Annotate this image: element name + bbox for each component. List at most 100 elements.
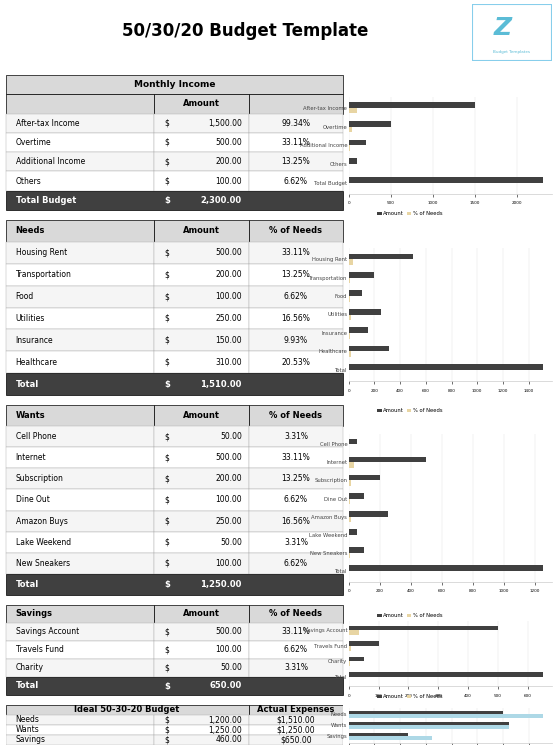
Text: 33.11%: 33.11% (282, 453, 310, 463)
Bar (349, 333, 350, 338)
Text: $: $ (164, 358, 169, 367)
Bar (154, 113, 249, 133)
Bar (154, 532, 249, 553)
Text: 20.53%: 20.53% (281, 358, 310, 367)
Text: Needs: Needs (16, 226, 45, 235)
Legend: Amount, % of Needs: Amount, % of Needs (376, 209, 444, 218)
Bar (154, 351, 249, 373)
Bar (349, 714, 543, 718)
Text: 100.00: 100.00 (215, 645, 242, 655)
Bar (154, 725, 249, 735)
Bar (154, 329, 249, 351)
Bar (349, 121, 391, 127)
Text: Budget Templates: Budget Templates (493, 51, 531, 54)
Bar (6, 510, 154, 532)
Text: $: $ (164, 715, 169, 724)
Bar (154, 405, 249, 426)
Bar (249, 725, 343, 735)
Bar (349, 309, 381, 314)
Text: 200.00: 200.00 (215, 270, 242, 279)
Text: Wants: Wants (16, 411, 45, 420)
Bar (154, 510, 249, 532)
Text: Travels Fund: Travels Fund (16, 645, 64, 655)
Bar (6, 659, 154, 677)
Text: Actual Expenses: Actual Expenses (257, 706, 335, 714)
Bar (349, 516, 352, 522)
Bar (6, 405, 154, 426)
Bar (154, 133, 249, 152)
Bar (349, 565, 543, 571)
Text: $: $ (164, 379, 170, 389)
Bar (349, 711, 503, 714)
Bar (249, 405, 343, 426)
Text: 6.62%: 6.62% (284, 559, 308, 568)
Bar (6, 152, 154, 171)
Bar (6, 171, 154, 191)
Text: 200.00: 200.00 (215, 157, 242, 166)
Bar (154, 95, 249, 113)
Text: Ideal 50-30-20 Budget: Ideal 50-30-20 Budget (74, 706, 180, 714)
Text: New Sneakers: New Sneakers (16, 559, 70, 568)
Bar (154, 426, 249, 447)
Text: 500.00: 500.00 (215, 248, 242, 257)
Text: Total: Total (16, 682, 39, 691)
Bar (249, 469, 343, 489)
Bar (349, 662, 350, 666)
Bar (249, 735, 343, 745)
Text: 1,250.00: 1,250.00 (200, 580, 242, 589)
Bar (349, 553, 350, 558)
Text: Internet: Internet (16, 453, 46, 463)
Text: $: $ (164, 196, 170, 205)
Text: $650.00: $650.00 (280, 735, 312, 744)
Bar (6, 426, 154, 447)
Text: 33.11%: 33.11% (282, 248, 310, 257)
Bar (6, 351, 154, 373)
Bar (154, 152, 249, 171)
Bar (349, 722, 509, 726)
Bar (349, 733, 408, 736)
Text: Subscription: Subscription (16, 475, 64, 484)
Bar (6, 220, 154, 242)
Text: Monthly Income: Monthly Income (133, 80, 215, 89)
Text: $: $ (164, 270, 169, 279)
Text: 9.93%: 9.93% (284, 336, 308, 345)
Text: 1,500.00: 1,500.00 (208, 118, 242, 127)
Bar (349, 656, 364, 662)
Text: 50.00: 50.00 (220, 664, 242, 673)
Bar (349, 278, 350, 283)
Text: $: $ (164, 118, 169, 127)
Bar (154, 735, 249, 745)
Bar (349, 108, 357, 113)
Legend: Amount, % of Needs: Amount, % of Needs (376, 612, 444, 621)
Bar (349, 548, 364, 553)
Bar (6, 242, 154, 264)
Bar (249, 447, 343, 469)
Text: $: $ (164, 726, 169, 735)
Bar (249, 171, 343, 191)
Bar (349, 463, 354, 468)
Text: 1,250.00: 1,250.00 (208, 726, 242, 735)
Text: Overtime: Overtime (16, 138, 51, 147)
Bar (6, 641, 154, 659)
Bar (6, 133, 154, 152)
Bar (249, 641, 343, 659)
Text: Additional Income: Additional Income (16, 157, 85, 166)
Text: Savings Account: Savings Account (16, 627, 79, 636)
Bar (249, 659, 343, 677)
Bar (349, 145, 350, 150)
Text: Needs: Needs (16, 715, 40, 724)
Bar (154, 242, 249, 264)
Bar (249, 133, 343, 152)
Bar (349, 139, 365, 145)
Bar (249, 705, 343, 715)
Bar (249, 715, 343, 725)
Text: $: $ (164, 157, 169, 166)
Bar (349, 481, 351, 486)
Bar (349, 272, 374, 278)
Text: Charity: Charity (16, 664, 44, 673)
Text: Amount: Amount (183, 411, 220, 420)
Text: 650.00: 650.00 (210, 682, 242, 691)
Bar (249, 510, 343, 532)
Bar (349, 352, 352, 357)
Text: 3.31%: 3.31% (284, 538, 308, 547)
